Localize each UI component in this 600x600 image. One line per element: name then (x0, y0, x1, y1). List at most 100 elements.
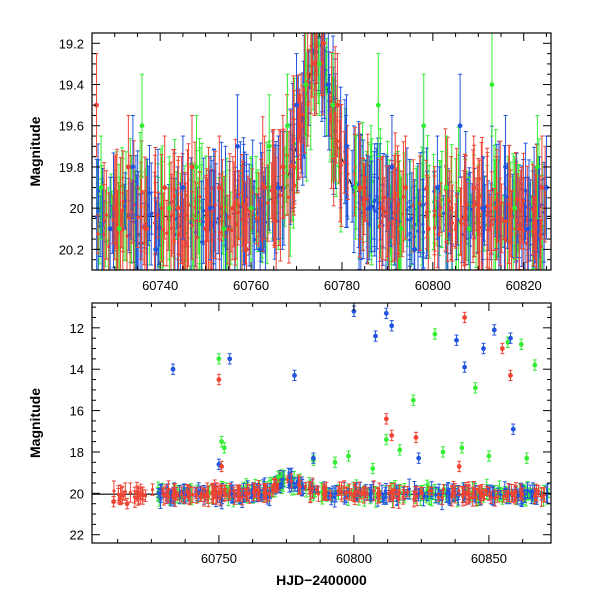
point-blue-top (344, 94, 349, 199)
point-red-bottom (509, 484, 514, 503)
point-red-top (298, 73, 304, 178)
point-red-bottom (456, 460, 462, 473)
point-green-bottom (440, 446, 446, 458)
x-tick-label-top: 60760 (233, 278, 269, 293)
point-red-bottom (337, 481, 342, 496)
y-tick-label-bottom: 20 (70, 486, 84, 501)
point-blue-bottom (227, 353, 233, 365)
point-red-top (448, 156, 454, 261)
point-red-bottom (182, 491, 187, 504)
point-green-bottom (216, 353, 222, 365)
point-red-top (280, 114, 286, 219)
point-red-bottom (232, 489, 237, 505)
point-blue-bottom (454, 334, 459, 346)
point-red-bottom (273, 477, 278, 489)
point-red-bottom (202, 487, 207, 507)
point-red-bottom (463, 484, 468, 506)
point-red-bottom (289, 473, 294, 489)
point-red-bottom (310, 477, 315, 499)
point-red-top (124, 190, 129, 270)
point-blue-top (207, 156, 213, 261)
point-red-bottom (190, 486, 195, 504)
point-red-bottom (377, 482, 382, 504)
point-blue-top (420, 179, 425, 270)
point-blue-bottom (383, 487, 388, 495)
point-red-top (144, 176, 149, 270)
point-blue-bottom (462, 361, 467, 373)
point-red-top (159, 153, 164, 263)
x-tick-label-top: 60780 (324, 278, 360, 293)
point-blue-top (122, 183, 127, 229)
point-red-top (244, 197, 249, 270)
point-red-bottom (160, 487, 165, 496)
point-red-top (240, 153, 245, 270)
point-green-top (330, 53, 336, 158)
point-green-top (248, 156, 254, 261)
point-blue-bottom (528, 484, 533, 499)
point-red-bottom (314, 485, 319, 495)
point-red-bottom (440, 490, 445, 506)
point-red-bottom (111, 495, 116, 508)
point-blue-top (415, 163, 420, 270)
x-axis-label-bottom: HJD−2400000 (276, 572, 367, 588)
point-blue-bottom (158, 489, 163, 500)
point-red-top (262, 135, 268, 240)
point-red-bottom (179, 486, 184, 503)
point-green-bottom (432, 328, 438, 340)
point-green-top (139, 73, 145, 178)
point-red-bottom (124, 498, 130, 510)
point-green-bottom (459, 442, 465, 454)
point-red-top (125, 114, 131, 219)
point-red-bottom (392, 482, 397, 499)
point-red-top (233, 138, 238, 266)
point-red-top (172, 148, 177, 244)
point-blue-bottom (433, 486, 438, 504)
point-red-top (292, 118, 297, 216)
point-red-bottom (449, 485, 454, 507)
point-red-bottom (503, 492, 508, 501)
y-tick-label-top: 19.2 (59, 36, 84, 51)
point-red-bottom (365, 487, 370, 501)
point-red-top (289, 110, 294, 223)
point-green-bottom (221, 442, 227, 454)
point-blue-bottom (491, 485, 496, 499)
point-red-bottom (466, 484, 471, 505)
point-blue-bottom (230, 484, 235, 504)
point-red-top (225, 194, 230, 265)
point-red-bottom (132, 486, 137, 508)
point-red-bottom (205, 482, 210, 504)
point-red-bottom (436, 493, 441, 502)
point-green-top (266, 94, 272, 199)
point-blue-bottom (311, 452, 316, 464)
point-red-bottom (218, 483, 223, 499)
plot-area-top (92, 33, 551, 270)
point-red-top (338, 120, 343, 223)
point-red-top (380, 156, 386, 261)
point-red-bottom (321, 487, 326, 501)
point-red-top (254, 193, 259, 245)
point-red-bottom (210, 483, 215, 500)
point-green-bottom (219, 435, 225, 448)
point-red-top (319, 33, 324, 97)
plot-area-bottom (92, 305, 551, 511)
point-red-bottom (470, 486, 475, 507)
axes-frame-bottom (91, 302, 552, 544)
y-axis-label-bottom: Magnitude (27, 388, 43, 458)
point-red-top (95, 214, 100, 254)
y-tick-label-bottom: 14 (70, 362, 84, 377)
point-red-top (112, 156, 118, 261)
point-red-bottom (532, 487, 537, 505)
point-green-bottom (370, 462, 376, 475)
point-red-top (213, 150, 218, 260)
point-red-top (417, 155, 422, 252)
point-red-bottom (193, 489, 198, 500)
point-blue-top (412, 197, 418, 270)
point-red-bottom (414, 486, 419, 507)
point-red-top (498, 140, 503, 267)
point-red-top (458, 187, 463, 256)
point-red-bottom (539, 487, 544, 507)
point-green-bottom (383, 433, 389, 446)
point-red-top (396, 202, 401, 258)
x-tick-label-bottom: 60750 (201, 551, 237, 566)
point-red-top (494, 156, 499, 261)
